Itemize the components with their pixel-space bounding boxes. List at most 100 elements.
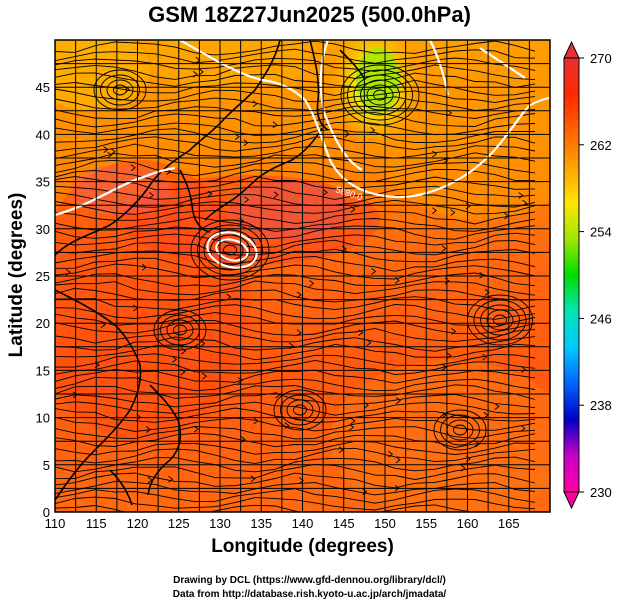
temperature-field [55,40,550,512]
streamline [55,128,535,144]
wind-streamlines [55,40,536,512]
flow-arrowhead [250,475,256,483]
streamline [55,239,536,256]
streamline [55,143,536,160]
streamline [55,440,536,456]
y-axis: 0 5 10 15 20 25 30 35 40 45 [36,80,50,520]
streamline-vortex [210,234,250,266]
streamline [55,359,536,376]
streamline-vortex [173,324,187,336]
streamline-vortex [280,394,320,426]
flow-arrowhead [284,422,290,430]
streamline [55,376,536,392]
x-tick-label: 145 [333,516,355,531]
x-tick-label: 110 [45,516,66,531]
streamline [55,304,536,320]
flow-arrowhead [362,488,368,496]
flow-arrowhead [145,426,152,433]
y-tick-label: 5 [43,458,50,473]
y-tick-label: 25 [36,269,50,284]
plot-frame [54,39,551,513]
streamline [55,168,535,183]
flow-arrowhead [366,339,372,347]
x-tick-label: 115 [86,516,107,531]
streamline [55,88,536,104]
streamline [55,319,536,336]
streamline-vortex [340,64,420,126]
streamline [55,343,536,361]
x-tick-label: 125 [168,516,190,531]
x-tick-label: 150 [374,516,396,531]
streamline-vortex [453,424,467,436]
streamline-vortex [113,84,127,96]
flow-arrowhead [395,456,401,464]
streamline-vortex [153,309,207,351]
x-axis: 110 115 120 125 130 135 140 145 150 155 160 165 [45,516,520,531]
y-tick-label: 15 [36,363,50,378]
streamline-vortex [347,69,413,121]
x-tick-label: 130 [209,516,231,531]
flow-arrowhead [288,342,295,350]
flow-arrowhead [168,475,174,483]
flow-arrowhead [363,401,369,409]
streamline [55,185,536,200]
flow-arrowhead [349,423,355,431]
streamline [55,401,536,416]
streamline [55,209,536,225]
x-tick-label: 165 [498,516,520,531]
flow-arrowhead [441,411,447,419]
streamline-vortex [493,314,507,326]
y-tick-label: 10 [36,411,50,426]
streamline-vortex [366,84,394,106]
flow-arrowhead [141,263,147,271]
streamline-vortex [197,224,263,276]
x-tick-label: 135 [250,516,272,531]
colorbar-bottom-arrow [563,491,580,510]
y-tick-label: 0 [43,505,50,520]
credit-data: Data from http://database.rish.kyoto-u.a… [172,589,447,600]
streamline-vortex [223,244,237,256]
flow-arrowhead [371,268,377,275]
streamline [55,368,536,384]
flow-arrowhead [110,148,116,156]
credit-drawing: Drawing by DCL (https://www.gfd-dennou.o… [173,575,446,586]
colorbar-tick-label: 238 [590,398,612,413]
streamline [55,336,536,352]
flow-arrowhead [441,245,447,252]
streamline [55,287,536,303]
flow-arrowhead [451,328,457,335]
flow-arrowhead [237,377,243,384]
streamline [55,488,536,504]
flow-arrowhead [441,363,447,371]
colorbar [563,40,580,510]
streamline [55,72,536,88]
flow-arrowhead [482,353,488,361]
flow-arrowhead [243,139,249,147]
flow-arrowhead [518,192,524,199]
colorbar-tick-label: 270 [590,51,612,66]
flow-arrowhead [103,146,109,153]
flow-arrowhead [192,70,198,78]
streamline [55,384,536,400]
streamline [55,216,536,232]
flow-arrowhead [431,207,438,214]
flow-arrowhead [198,68,204,76]
flow-arrowhead [226,293,232,301]
flow-arrowhead [273,191,279,199]
streamline [55,57,536,72]
streamline [55,105,536,120]
flow-arrowhead [296,329,302,337]
x-axis-label: Longitude (degrees) [211,536,394,557]
colorbar-tick-label: 230 [590,485,612,500]
streamline [55,48,536,64]
streamline-vortex [100,74,140,106]
streamline [55,232,536,248]
streamline [55,64,536,81]
flow-arrowhead [200,340,206,347]
y-tick-label: 35 [36,175,50,190]
x-tick-label: 160 [457,516,479,531]
y-tick-label: 20 [36,316,50,331]
streamline-vortex [166,319,194,341]
y-tick-label: 40 [36,127,50,142]
